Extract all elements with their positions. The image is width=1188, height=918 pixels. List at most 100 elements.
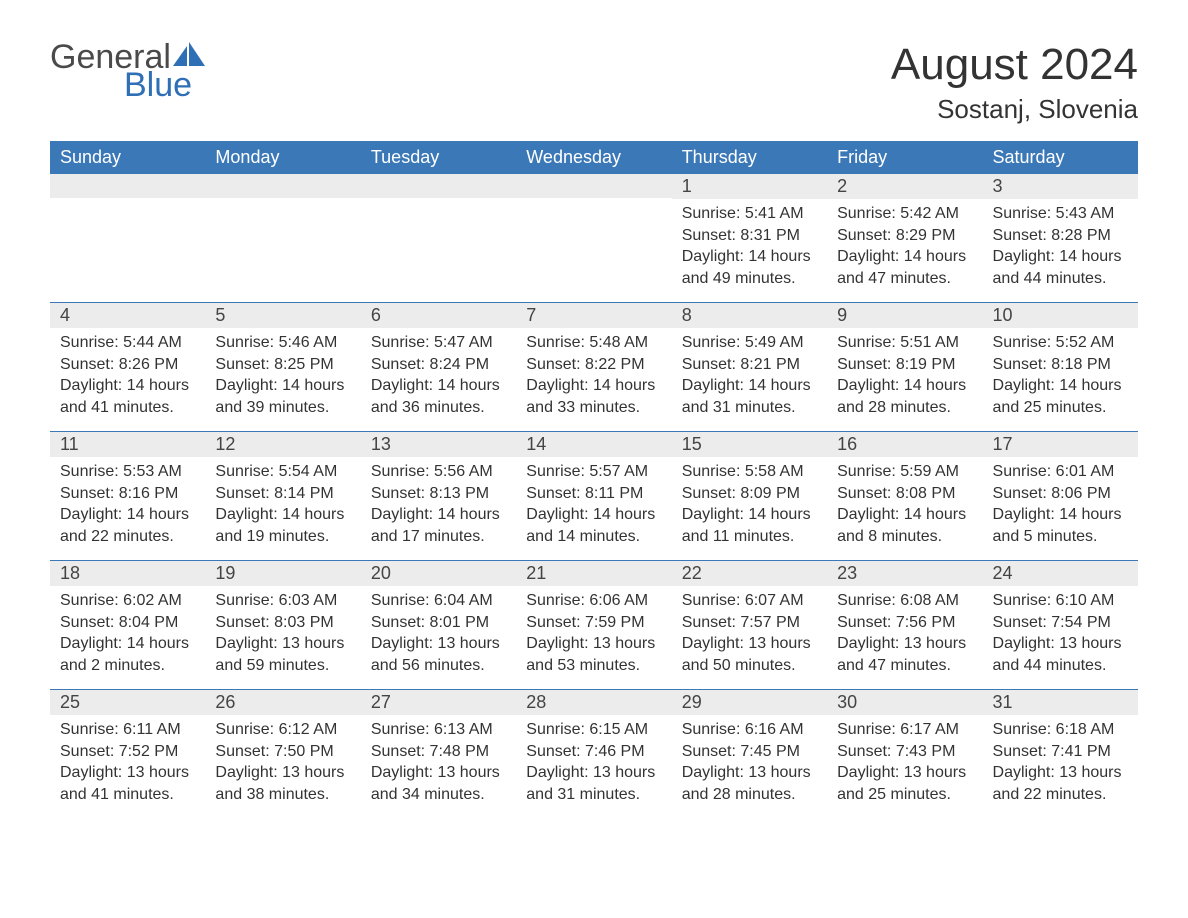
day-number: 15 [672, 432, 827, 457]
calendar-week: 25Sunrise: 6:11 AMSunset: 7:52 PMDayligh… [50, 689, 1138, 818]
day-number: 31 [983, 690, 1138, 715]
daylight-line: Daylight: 14 hours and 14 minutes. [526, 504, 661, 547]
day-number: 25 [50, 690, 205, 715]
day-info: Sunrise: 6:17 AMSunset: 7:43 PMDaylight:… [827, 715, 982, 815]
sunrise-line: Sunrise: 5:42 AM [837, 203, 972, 225]
day-number: 6 [361, 303, 516, 328]
calendar-cell: 3Sunrise: 5:43 AMSunset: 8:28 PMDaylight… [983, 174, 1138, 302]
calendar-cell: 31Sunrise: 6:18 AMSunset: 7:41 PMDayligh… [983, 690, 1138, 818]
sunset-line: Sunset: 7:57 PM [682, 612, 817, 634]
sunrise-line: Sunrise: 6:04 AM [371, 590, 506, 612]
sunrise-line: Sunrise: 6:17 AM [837, 719, 972, 741]
sunrise-line: Sunrise: 6:01 AM [993, 461, 1128, 483]
day-header: Monday [205, 141, 360, 174]
logo-word-blue: Blue [124, 68, 207, 102]
day-info: Sunrise: 6:13 AMSunset: 7:48 PMDaylight:… [361, 715, 516, 815]
day-number: 9 [827, 303, 982, 328]
sunrise-line: Sunrise: 5:49 AM [682, 332, 817, 354]
day-info: Sunrise: 6:01 AMSunset: 8:06 PMDaylight:… [983, 457, 1138, 557]
sunrise-line: Sunrise: 6:06 AM [526, 590, 661, 612]
daylight-line: Daylight: 14 hours and 5 minutes. [993, 504, 1128, 547]
day-number: 10 [983, 303, 1138, 328]
page-header: General Blue August 2024 Sostanj, Sloven… [50, 40, 1138, 125]
day-number: 19 [205, 561, 360, 586]
daylight-line: Daylight: 13 hours and 28 minutes. [682, 762, 817, 805]
daylight-line: Daylight: 13 hours and 34 minutes. [371, 762, 506, 805]
sunset-line: Sunset: 8:08 PM [837, 483, 972, 505]
sunset-line: Sunset: 8:14 PM [215, 483, 350, 505]
sunset-line: Sunset: 8:22 PM [526, 354, 661, 376]
daylight-line: Daylight: 13 hours and 47 minutes. [837, 633, 972, 676]
sunrise-line: Sunrise: 6:08 AM [837, 590, 972, 612]
calendar-cell: 12Sunrise: 5:54 AMSunset: 8:14 PMDayligh… [205, 432, 360, 560]
calendar-cell: 7Sunrise: 5:48 AMSunset: 8:22 PMDaylight… [516, 303, 671, 431]
day-info: Sunrise: 5:59 AMSunset: 8:08 PMDaylight:… [827, 457, 982, 557]
sunrise-line: Sunrise: 5:59 AM [837, 461, 972, 483]
day-number: 21 [516, 561, 671, 586]
calendar-cell: 17Sunrise: 6:01 AMSunset: 8:06 PMDayligh… [983, 432, 1138, 560]
daylight-line: Daylight: 14 hours and 39 minutes. [215, 375, 350, 418]
day-number: 17 [983, 432, 1138, 457]
day-number: 14 [516, 432, 671, 457]
sunset-line: Sunset: 8:01 PM [371, 612, 506, 634]
sunset-line: Sunset: 7:46 PM [526, 741, 661, 763]
day-info: Sunrise: 5:56 AMSunset: 8:13 PMDaylight:… [361, 457, 516, 557]
day-info: Sunrise: 5:44 AMSunset: 8:26 PMDaylight:… [50, 328, 205, 428]
calendar-cell: 23 Sunrise: 6:08 AMSunset: 7:56 PMDayligh… [827, 561, 982, 689]
daylight-line: Daylight: 14 hours and 8 minutes. [837, 504, 972, 547]
day-info: Sunrise: 6:06 AMSunset: 7:59 PMDaylight:… [516, 586, 671, 686]
sunset-line: Sunset: 8:03 PM [215, 612, 350, 634]
sunrise-line: Sunrise: 6:16 AM [682, 719, 817, 741]
daylight-line: Daylight: 13 hours and 25 minutes. [837, 762, 972, 805]
sunset-line: Sunset: 7:52 PM [60, 741, 195, 763]
day-number: 28 [516, 690, 671, 715]
sunset-line: Sunset: 7:56 PM [837, 612, 972, 634]
day-number: 23 [827, 561, 982, 586]
sunset-line: Sunset: 8:31 PM [682, 225, 817, 247]
calendar-week: 18Sunrise: 6:02 AMSunset: 8:04 PMDayligh… [50, 560, 1138, 689]
daylight-line: Daylight: 14 hours and 44 minutes. [993, 246, 1128, 289]
day-number-empty [205, 174, 360, 198]
logo: General Blue [50, 40, 207, 102]
sunset-line: Sunset: 8:21 PM [682, 354, 817, 376]
day-number: 5 [205, 303, 360, 328]
sunset-line: Sunset: 8:24 PM [371, 354, 506, 376]
daylight-line: Daylight: 14 hours and 41 minutes. [60, 375, 195, 418]
daylight-line: Daylight: 13 hours and 53 minutes. [526, 633, 661, 676]
day-number: 11 [50, 432, 205, 457]
day-number: 20 [361, 561, 516, 586]
sunset-line: Sunset: 7:41 PM [993, 741, 1128, 763]
day-number-empty [516, 174, 671, 198]
day-number: 12 [205, 432, 360, 457]
day-number: 1 [672, 174, 827, 199]
day-info: Sunrise: 6:04 AMSunset: 8:01 PMDaylight:… [361, 586, 516, 686]
calendar-cell: 22Sunrise: 6:07 AMSunset: 7:57 PMDayligh… [672, 561, 827, 689]
calendar-cell: 30Sunrise: 6:17 AMSunset: 7:43 PMDayligh… [827, 690, 982, 818]
day-info: Sunrise: 6:18 AMSunset: 7:41 PMDaylight:… [983, 715, 1138, 815]
calendar-cell: 10Sunrise: 5:52 AMSunset: 8:18 PMDayligh… [983, 303, 1138, 431]
sunset-line: Sunset: 8:19 PM [837, 354, 972, 376]
day-number: 16 [827, 432, 982, 457]
day-header: Tuesday [361, 141, 516, 174]
calendar-cell [205, 174, 360, 302]
sunrise-line: Sunrise: 6:13 AM [371, 719, 506, 741]
day-info: Sunrise: 5:42 AMSunset: 8:29 PMDaylight:… [827, 199, 982, 299]
sunrise-line: Sunrise: 6:02 AM [60, 590, 195, 612]
calendar-cell: 16Sunrise: 5:59 AMSunset: 8:08 PMDayligh… [827, 432, 982, 560]
sunrise-line: Sunrise: 5:44 AM [60, 332, 195, 354]
sunset-line: Sunset: 8:06 PM [993, 483, 1128, 505]
sunrise-line: Sunrise: 5:47 AM [371, 332, 506, 354]
sunset-line: Sunset: 8:25 PM [215, 354, 350, 376]
day-number: 2 [827, 174, 982, 199]
day-number: 27 [361, 690, 516, 715]
day-number: 22 [672, 561, 827, 586]
sunrise-line: Sunrise: 6:18 AM [993, 719, 1128, 741]
calendar-cell: 14Sunrise: 5:57 AMSunset: 8:11 PMDayligh… [516, 432, 671, 560]
daylight-line: Daylight: 14 hours and 17 minutes. [371, 504, 506, 547]
day-info: Sunrise: 6:03 AMSunset: 8:03 PMDaylight:… [205, 586, 360, 686]
day-info: Sunrise: 5:51 AMSunset: 8:19 PMDaylight:… [827, 328, 982, 428]
calendar-cell: 27Sunrise: 6:13 AMSunset: 7:48 PMDayligh… [361, 690, 516, 818]
day-info: Sunrise: 6:07 AMSunset: 7:57 PMDaylight:… [672, 586, 827, 686]
daylight-line: Daylight: 14 hours and 28 minutes. [837, 375, 972, 418]
day-info: Sunrise: 6:11 AMSunset: 7:52 PMDaylight:… [50, 715, 205, 815]
